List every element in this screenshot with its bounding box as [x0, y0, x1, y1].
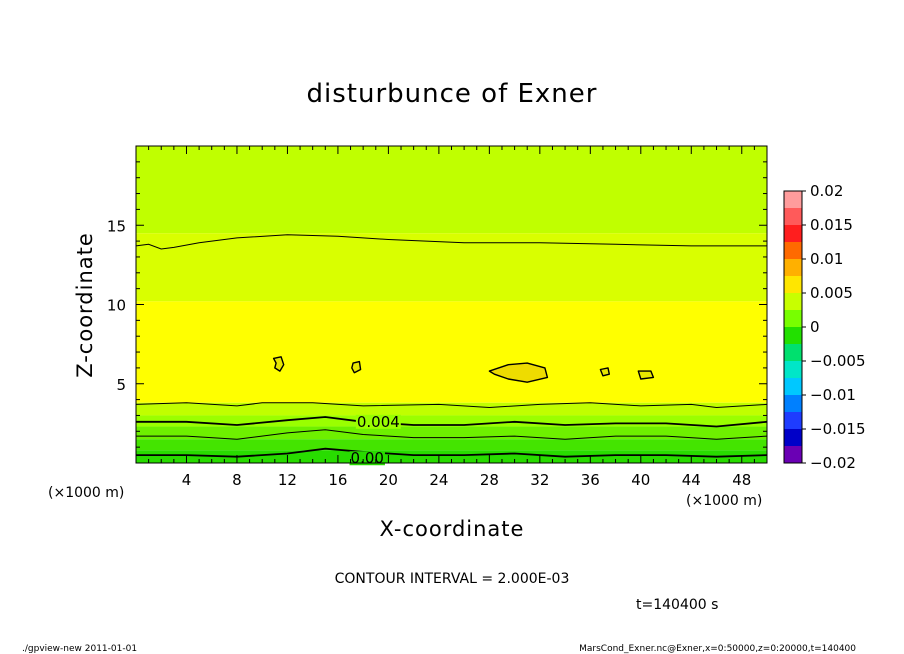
contour-label-2: 0.004	[357, 413, 400, 431]
x-unit-label: (×1000 m)	[686, 493, 762, 509]
fill-band-1	[136, 233, 767, 302]
fill-band-6	[136, 439, 767, 451]
closed-contour-3	[599, 367, 610, 377]
closed-contour-2	[488, 362, 549, 383]
x-tick-label: 48	[732, 471, 751, 489]
colorbar-label: 0	[810, 318, 820, 336]
colorbar-swatch	[784, 191, 802, 209]
y-unit-label: (×1000 m)	[48, 485, 124, 501]
x-tick-label: 36	[581, 471, 600, 489]
fill-band-4	[136, 415, 767, 427]
colorbar-swatch	[784, 225, 802, 243]
contour-line-1	[135, 402, 768, 409]
closed-contour-1	[351, 360, 362, 374]
closed-contour-layer	[272, 356, 655, 383]
contour-interval-note: CONTOUR INTERVAL = 2.000E-03	[335, 571, 570, 587]
colorbar-swatch	[784, 276, 802, 294]
contour-label-4: 0.00	[351, 449, 384, 467]
colorbar: 0.02 0.015 0.01 0.005 0 −0.005 −0.01 −0.015 −0.0…	[783, 182, 866, 472]
x-tick-label: 28	[480, 471, 499, 489]
contour-label-bg-2	[355, 414, 401, 429]
colorbar-swatch	[784, 344, 802, 362]
colorbar-swatch	[784, 378, 802, 396]
time-note: t=140400 s	[636, 597, 718, 613]
colorbar-label: 0.02	[810, 182, 843, 200]
x-tick-label: 24	[429, 471, 448, 489]
colorbar-swatch	[784, 259, 802, 277]
y-axis-label: Z-coordinate	[73, 232, 97, 378]
x-axis-label: X-coordinate	[380, 517, 525, 541]
colorbar-label: 0.01	[810, 250, 843, 268]
y-tick-label: 5	[116, 376, 126, 394]
colorbar-label: −0.005	[810, 352, 866, 370]
y-axis-ticks: 5 10 15	[107, 161, 767, 448]
chart-title: disturbunce of Exner	[307, 79, 598, 109]
x-tick-label: 4	[182, 471, 192, 489]
fill-band-2	[136, 301, 767, 403]
colorbar-swatch	[784, 361, 802, 379]
x-tick-label: 20	[379, 471, 398, 489]
fill-band-3	[136, 402, 767, 416]
colorbar-label: 0.005	[810, 284, 853, 302]
x-tick-label: 8	[232, 471, 242, 489]
contour-line-2	[136, 416, 768, 428]
x-tick-label: 12	[278, 471, 297, 489]
contour-fill-layer	[136, 146, 767, 463]
x-tick-label: 16	[328, 471, 347, 489]
x-tick-label: 44	[682, 471, 701, 489]
colorbar-swatch	[784, 395, 802, 413]
colorbar-swatch	[784, 412, 802, 430]
closed-contour-0	[272, 356, 285, 372]
x-tick-label: 32	[530, 471, 549, 489]
colorbar-swatch	[784, 293, 802, 311]
colorbar-swatch	[784, 327, 802, 345]
colorbar-swatch	[784, 446, 802, 464]
colorbar-swatch	[784, 310, 802, 328]
colorbar-swatch	[784, 242, 802, 260]
y-tick-label: 10	[107, 297, 126, 315]
colorbar-label: 0.015	[810, 216, 853, 234]
x-tick-label: 40	[631, 471, 650, 489]
closed-contour-4	[637, 370, 655, 380]
x-axis-ticks: 4 8 12 16 20 24 28 32 36 40 44 48	[148, 146, 755, 489]
colorbar-label: −0.01	[810, 386, 856, 404]
footer-left: ./gpview-new 2011-01-01	[22, 644, 137, 654]
footer-right: MarsCond_Exner.nc@Exner,x=0:50000,z=0:20…	[579, 644, 856, 654]
contour-line-3	[136, 429, 768, 440]
colorbar-swatch	[784, 429, 802, 447]
contour-line-0	[135, 234, 767, 250]
colorbar-label: −0.02	[810, 454, 856, 472]
colorbar-swatch	[784, 208, 802, 226]
fill-band-0	[136, 146, 767, 234]
y-tick-label: 15	[107, 217, 126, 235]
colorbar-label: −0.015	[810, 420, 866, 438]
